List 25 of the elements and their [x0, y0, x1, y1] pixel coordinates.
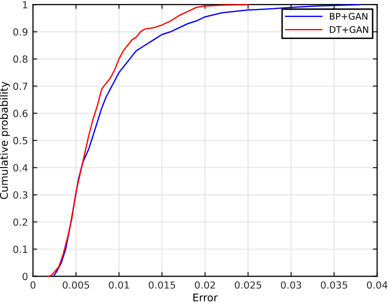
x-tick-label: 0.005	[62, 281, 90, 289]
x-tick-label: 0.015	[148, 281, 176, 289]
y-tick-label: 0	[22, 272, 28, 280]
y-tick-label: 0.1	[13, 246, 28, 253]
y-tick-label: 0.8	[13, 55, 28, 63]
x-tick-label: 0.01	[108, 281, 129, 289]
x-tick-label: 0.03	[280, 281, 302, 289]
x-tick-label: 0.025	[234, 281, 262, 289]
y-tick-label: 0.3	[13, 191, 28, 199]
x-tick-label: 0.04	[366, 281, 388, 289]
y-axis-title: Cumulative probability	[0, 82, 10, 200]
x-tick-label: 0.02	[194, 281, 215, 289]
line-series	[48, 4, 249, 277]
x-axis-title: Error	[193, 294, 218, 302]
legend-label: DT+GAN	[330, 26, 368, 33]
y-tick-label: 0.4	[13, 164, 28, 172]
legend-label: BP+GAN	[330, 12, 368, 20]
x-tick-label: 0.035	[320, 281, 348, 289]
y-tick-label: 1	[23, 1, 28, 8]
y-tick-label: 0.2	[13, 218, 28, 226]
y-tick-label: 0.6	[13, 110, 28, 118]
x-tick-label: 0	[30, 281, 36, 289]
y-tick-label: 0.9	[13, 28, 28, 36]
y-tick-label: 0.7	[13, 82, 28, 90]
y-tick-label: 0.5	[13, 136, 28, 144]
